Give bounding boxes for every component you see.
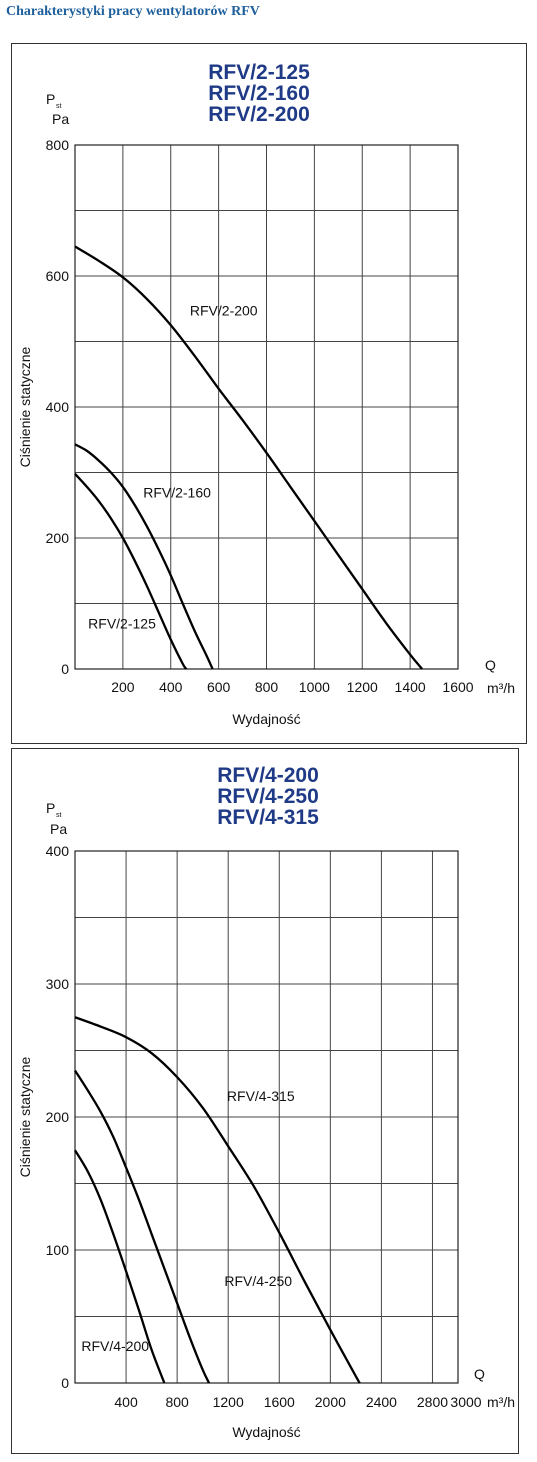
x-tick-label: 1000 bbox=[299, 679, 330, 695]
y-axis-symbol: P bbox=[46, 800, 55, 816]
y-axis-symbol-subscript: st bbox=[56, 812, 62, 819]
y-axis-label: Ciśnienie statyczne bbox=[17, 346, 33, 467]
chart-panel-rfv4: RFV/4-200 RFV/4-250 RFV/4-315 0 100 200 300 400… bbox=[11, 748, 519, 1454]
chart-rfv4: RFV/4-200RFV/4-250RFV/4-3150100200300400… bbox=[17, 764, 515, 1440]
plot-frame bbox=[74, 144, 459, 670]
chart-title-line: RFV/4-200 bbox=[217, 764, 319, 787]
x-axis-label: Wydajność bbox=[232, 1424, 300, 1440]
x-tick-label: 800 bbox=[255, 679, 279, 695]
x-axis-unit: m³/h bbox=[487, 680, 515, 696]
y-tick-label: 100 bbox=[46, 1242, 70, 1258]
y-axis-symbol-subscript: st bbox=[56, 103, 62, 110]
x-tick-label: 2000 bbox=[315, 1394, 346, 1410]
chart-rfv2: RFV/2-125RFV/2-160RFV/2-2000200400600800… bbox=[17, 61, 515, 727]
chart-title-line: RFV/2-200 bbox=[208, 103, 310, 126]
y-tick-label: 800 bbox=[46, 137, 70, 153]
y-axis-unit: Pa bbox=[50, 821, 67, 837]
chart-title-line: RFV/2-125 bbox=[208, 61, 310, 84]
y-tick-label: 200 bbox=[46, 530, 70, 546]
x-tick-label: 400 bbox=[114, 1394, 138, 1410]
x-tick-label: 800 bbox=[165, 1394, 189, 1410]
series-label: RFV/2-200 bbox=[190, 302, 258, 318]
chart-title-line: RFV/4-315 bbox=[217, 806, 319, 829]
series-curve-rfv-4-315 bbox=[74, 1016, 361, 1384]
x-tick-label: 1600 bbox=[264, 1394, 295, 1410]
y-tick-label: 400 bbox=[46, 843, 70, 859]
y-tick-label: 0 bbox=[61, 1375, 69, 1391]
y-axis-label: Ciśnienie statyczne bbox=[17, 1056, 33, 1177]
x-tick-label: 1400 bbox=[395, 679, 426, 695]
y-tick-label: 0 bbox=[61, 661, 69, 677]
y-tick-label: 300 bbox=[46, 976, 70, 992]
plot-frame bbox=[74, 850, 459, 1384]
y-tick-label: 400 bbox=[46, 399, 70, 415]
y-tick-label: 600 bbox=[46, 268, 70, 284]
x-axis-symbol: Q bbox=[474, 1366, 485, 1382]
y-axis-symbol: P bbox=[46, 91, 55, 107]
x-tick-label: 1200 bbox=[213, 1394, 244, 1410]
page-heading: Charakterystyki pracy wentylatorów RFV bbox=[6, 4, 260, 19]
x-tick-label: 400 bbox=[159, 679, 183, 695]
x-tick-label: 200 bbox=[111, 679, 135, 695]
series-curve-rfv-2-200 bbox=[74, 245, 423, 670]
y-tick-label: 200 bbox=[46, 1109, 70, 1125]
series-curve-rfv-4-250 bbox=[74, 1069, 211, 1384]
x-axis-symbol: Q bbox=[485, 657, 496, 673]
chart-title-line: RFV/4-250 bbox=[217, 785, 319, 808]
series-label: RFV/2-125 bbox=[88, 615, 156, 631]
series-curve-rfv-2-160 bbox=[74, 443, 214, 670]
x-tick-label: 1200 bbox=[347, 679, 378, 695]
x-axis-unit: m³/h bbox=[487, 1394, 515, 1410]
y-axis-unit: Pa bbox=[52, 111, 69, 127]
x-tick-label: 1600 bbox=[442, 679, 473, 695]
series-label: RFV/4-250 bbox=[224, 1273, 292, 1289]
x-axis-label: Wydajność bbox=[232, 711, 300, 727]
series-curve-rfv-2-125 bbox=[74, 473, 188, 670]
series-curve-rfv-4-200 bbox=[74, 1149, 166, 1384]
series-label: RFV/4-200 bbox=[81, 1338, 149, 1354]
series-label: RFV/2-160 bbox=[143, 484, 211, 500]
x-tick-label: 2800 bbox=[417, 1394, 448, 1410]
chart-title-line: RFV/2-160 bbox=[208, 82, 310, 105]
x-tick-label: 3000 bbox=[450, 1394, 481, 1410]
series-label: RFV/4-315 bbox=[227, 1088, 295, 1104]
x-tick-label: 600 bbox=[207, 679, 231, 695]
chart-panel-rfv2: RFV/2-125 RFV/2-160 RFV/2-200 0 200 400 600 800… bbox=[11, 43, 527, 744]
x-tick-label: 2400 bbox=[366, 1394, 397, 1410]
